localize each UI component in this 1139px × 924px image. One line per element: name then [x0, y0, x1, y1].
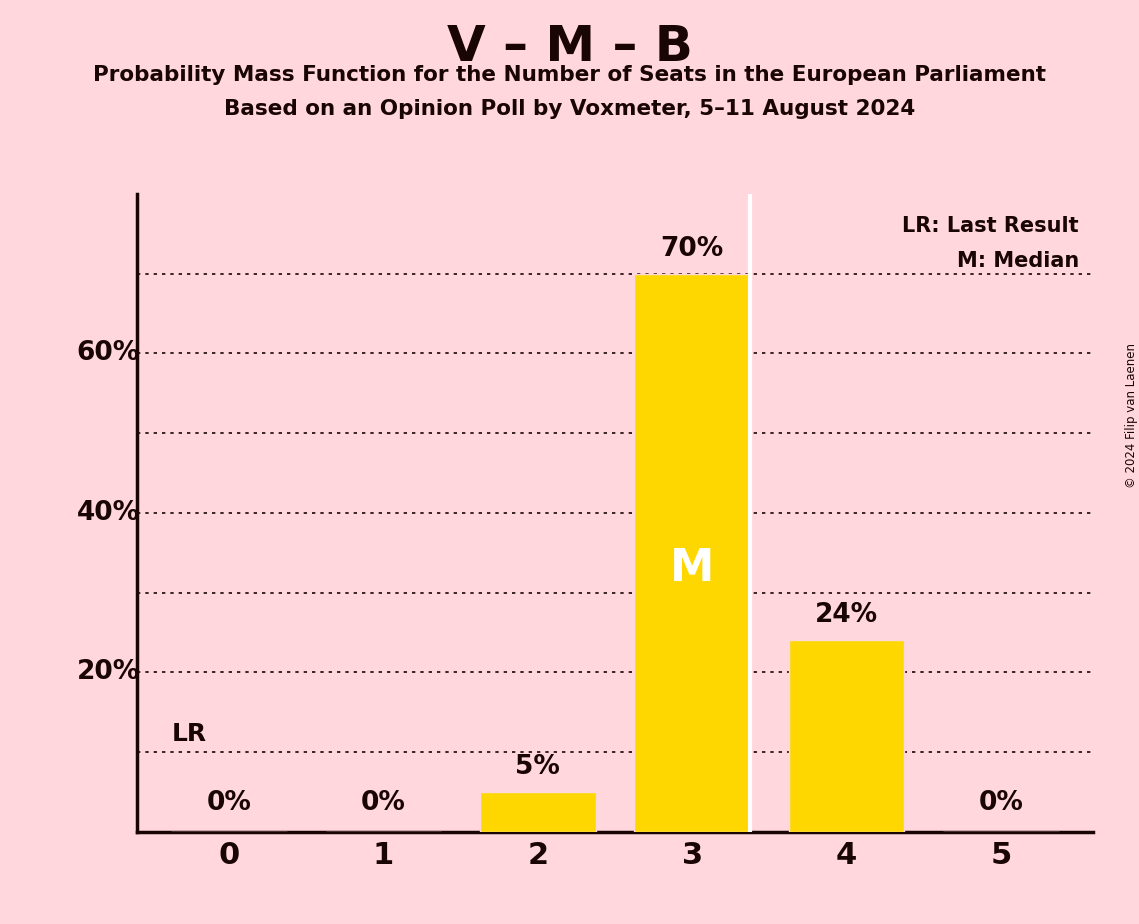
- Text: 24%: 24%: [816, 602, 878, 628]
- Text: M: M: [670, 547, 714, 590]
- Text: Based on an Opinion Poll by Voxmeter, 5–11 August 2024: Based on an Opinion Poll by Voxmeter, 5–…: [224, 99, 915, 119]
- Text: LR: LR: [172, 722, 207, 746]
- Text: 20%: 20%: [76, 659, 140, 686]
- Text: 40%: 40%: [76, 500, 140, 526]
- Text: Probability Mass Function for the Number of Seats in the European Parliament: Probability Mass Function for the Number…: [93, 65, 1046, 85]
- Text: M: Median: M: Median: [957, 251, 1079, 272]
- Text: LR: Last Result: LR: Last Result: [902, 216, 1079, 237]
- Text: 5%: 5%: [516, 754, 560, 780]
- Text: V – M – B: V – M – B: [446, 23, 693, 71]
- Text: 0%: 0%: [978, 790, 1023, 816]
- Bar: [788, 640, 904, 832]
- Text: © 2024 Filip van Laenen: © 2024 Filip van Laenen: [1125, 344, 1138, 488]
- Text: 0%: 0%: [207, 790, 252, 816]
- Text: 60%: 60%: [76, 340, 140, 367]
- Text: 0%: 0%: [361, 790, 405, 816]
- Bar: [634, 274, 751, 832]
- Text: 70%: 70%: [661, 236, 724, 261]
- Bar: [480, 792, 596, 832]
